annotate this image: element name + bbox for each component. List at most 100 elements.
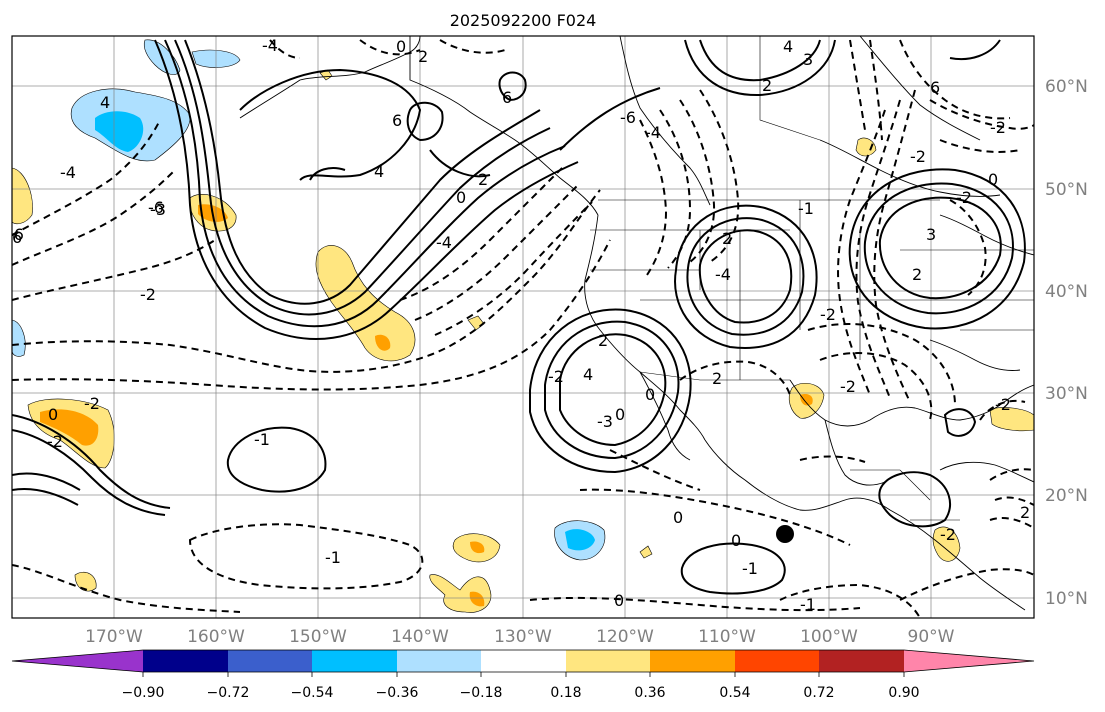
contour-label: 6 xyxy=(392,111,402,130)
contour-label: -4 xyxy=(645,123,661,142)
contour-label: 3 xyxy=(803,50,813,69)
shade-orange-small-3 xyxy=(469,591,485,607)
contour-labels: 0 2 4 6 -4 -6 4 2 0 4 2 3 6 6 6 -4 -6 -4… xyxy=(8,36,1030,614)
contour-label: -6 xyxy=(620,108,636,127)
contour-label: 2 xyxy=(598,331,608,350)
lat-label: 60°N xyxy=(1045,77,1088,97)
contour-label: -2 xyxy=(84,394,100,413)
colorbar-tick-label: 0.36 xyxy=(634,685,665,701)
colorbar-segment xyxy=(566,650,650,672)
contour-label: 4 xyxy=(583,365,593,384)
contour-label: 6 xyxy=(502,88,512,107)
shade-orange-band xyxy=(375,334,391,351)
contour-label: 4 xyxy=(374,162,384,181)
contour-label: 3 xyxy=(926,225,936,244)
shade-orange-small-2 xyxy=(470,541,485,554)
contour-label: 2 xyxy=(418,47,428,66)
contour-label: -4 xyxy=(436,233,452,252)
colorbar-tick-label: 0.18 xyxy=(550,685,581,701)
contour-label: 0 xyxy=(48,405,58,424)
shade-yellow-central xyxy=(932,526,961,562)
contour-label: 0 xyxy=(396,37,406,56)
contour-label: -2 xyxy=(910,147,926,166)
colorbar-segment xyxy=(228,650,312,672)
lon-label: 170°W xyxy=(85,627,143,647)
colorbar-tick-label: 0.54 xyxy=(719,685,750,701)
colorbar-tick-label: −0.90 xyxy=(122,685,165,701)
shade-yellow-small-1 xyxy=(74,571,97,592)
shade-yellow-canada xyxy=(855,137,877,157)
lon-label: 150°W xyxy=(289,627,347,647)
contour-label: -2 xyxy=(990,118,1006,137)
contour-label: -2 xyxy=(940,525,956,544)
contour-label: -6 xyxy=(8,225,24,244)
colorbar-segment xyxy=(735,650,819,672)
contour-label: 2 xyxy=(1020,503,1030,522)
colorbar-tick-label: −0.72 xyxy=(207,685,250,701)
contour-label: 6 xyxy=(930,78,940,97)
shade-blue-left-edge xyxy=(12,319,26,357)
contour-label: 0 xyxy=(645,385,655,404)
lon-label: 120°W xyxy=(596,627,654,647)
contour-label: -1 xyxy=(800,595,816,614)
longitude-labels: 170°W 160°W 150°W 140°W 130°W 120°W 110°… xyxy=(85,627,955,647)
contour-label: 2 xyxy=(722,229,732,248)
contour-label: 0 xyxy=(731,531,741,550)
contour-label: -2 xyxy=(995,395,1011,414)
contour-label: -4 xyxy=(262,36,278,55)
shade-yellow-tiny-1 xyxy=(639,545,653,559)
colorbar-tick-label: 0.90 xyxy=(888,685,919,701)
colorbar-segment xyxy=(312,650,397,672)
location-dot-marker xyxy=(776,525,794,543)
contour-label: -6 xyxy=(148,198,164,217)
contour-label: 2 xyxy=(478,170,488,189)
contour-label: -1 xyxy=(742,559,758,578)
contour-label: 0 xyxy=(456,188,466,207)
contour-label: -2 xyxy=(548,367,564,386)
colorbar-segment xyxy=(143,650,228,672)
colorbar-tick-label: −0.54 xyxy=(291,685,334,701)
colorbar-tick-label: −0.36 xyxy=(376,685,419,701)
contour-label: -4 xyxy=(715,265,731,284)
contour-label: 0 xyxy=(673,508,683,527)
contour-label: -2 xyxy=(840,377,856,396)
shade-orange-sw xyxy=(40,409,99,446)
lon-label: 140°W xyxy=(391,627,449,647)
latitude-labels: 60°N 50°N 40°N 30°N 20°N 10°N xyxy=(1045,77,1088,609)
colorbar: −0.90 −0.72 −0.54 −0.36 −0.18 0.18 0.36 … xyxy=(11,649,1035,701)
contour-label: -2 xyxy=(140,285,156,304)
contour-label: 4 xyxy=(783,37,793,56)
contour-label: -3 xyxy=(150,200,166,219)
lon-label: 90°W xyxy=(908,627,955,647)
shade-yellow-band xyxy=(315,245,416,362)
lat-label: 20°N xyxy=(1045,486,1088,506)
contour-label: 4 xyxy=(100,93,110,112)
lon-label: 160°W xyxy=(187,627,245,647)
contour-label: 0 xyxy=(988,170,998,189)
colorbar-tick-label: 0.72 xyxy=(803,685,834,701)
colorbar-segment xyxy=(650,650,735,672)
colorbar-segment xyxy=(397,650,481,672)
shade-orange-mexico xyxy=(800,394,813,406)
lon-label: 110°W xyxy=(698,627,756,647)
lon-label: 100°W xyxy=(800,627,858,647)
contour-label: -3 xyxy=(597,412,613,431)
contour-label: -2 xyxy=(47,432,63,451)
contour-label: 0 xyxy=(615,405,625,424)
shade-blue-mid-nw xyxy=(95,111,144,152)
contour-label: 6 xyxy=(12,228,22,247)
contour-label: 2 xyxy=(762,76,772,95)
contours xyxy=(12,39,1034,618)
colorbar-tick-label: −0.18 xyxy=(460,685,503,701)
contour-label: -1 xyxy=(254,430,270,449)
lat-label: 10°N xyxy=(1045,589,1088,609)
contour-label: 0 xyxy=(614,591,624,610)
lat-label: 50°N xyxy=(1045,180,1088,200)
shade-yellow-left-top xyxy=(12,167,33,225)
map-title: 2025092200 F024 xyxy=(450,11,597,30)
shade-yellow-gulf xyxy=(989,407,1034,432)
contour-label: -2 xyxy=(956,188,972,207)
lat-label: 40°N xyxy=(1045,282,1088,302)
coastlines xyxy=(239,36,1034,611)
